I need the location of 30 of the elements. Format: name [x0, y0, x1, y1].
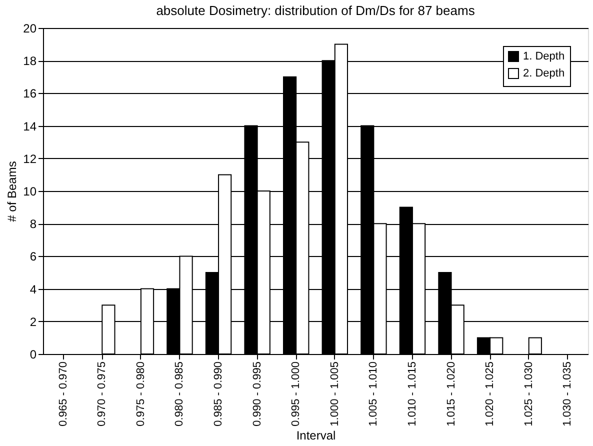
x-tick-label: 1.025 - 1.030	[522, 362, 535, 426]
x-tick-label: 1.030 - 1.035	[562, 362, 574, 426]
legend-label: 2. Depth	[523, 68, 565, 80]
y-tick-label: 6	[30, 250, 37, 264]
x-tick-label: 0.990 - 0.995	[251, 362, 264, 426]
y-tick-label: 18	[23, 54, 37, 68]
x-tick-label: 0.985 - 0.990	[212, 362, 225, 426]
x-tick-label: 1.005 - 1.010	[368, 362, 380, 426]
x-tick-label: 1.020 - 1.025	[484, 362, 496, 426]
x-tick-label: 1.000 - 1.005	[328, 362, 341, 426]
y-tick-label: 0	[30, 348, 37, 362]
x-tick-label: 0.975 - 0.980	[134, 362, 147, 426]
legend-label: 1. Depth	[523, 50, 565, 62]
x-tick-label: 1.015 - 1.020	[445, 362, 458, 426]
y-axis-title: # of Beams	[5, 161, 20, 222]
y-tick-label: 10	[23, 184, 37, 198]
y-tick-label: 12	[23, 152, 37, 166]
x-tick-label: 0.995 - 1.000	[290, 362, 302, 426]
x-tick-label: 1.010 - 1.015	[406, 362, 418, 426]
y-tick-label: 14	[23, 119, 37, 134]
x-axis-title: Interval	[296, 428, 336, 442]
y-tick-label: 2	[30, 314, 37, 329]
x-tick-label: 0.970 - 0.975	[96, 362, 108, 426]
x-tick-label: 0.980 - 0.985	[174, 362, 186, 426]
chart-title: absolute Dosimetry: distribution of Dm/Ds for 87 beams	[156, 3, 476, 18]
y-tick-label: 4	[30, 282, 37, 296]
x-tick-label: 0.965 - 0.970	[57, 362, 70, 426]
y-tick-label: 16	[23, 86, 37, 101]
y-tick-label: 8	[30, 217, 37, 232]
y-tick-label: 20	[23, 22, 37, 36]
